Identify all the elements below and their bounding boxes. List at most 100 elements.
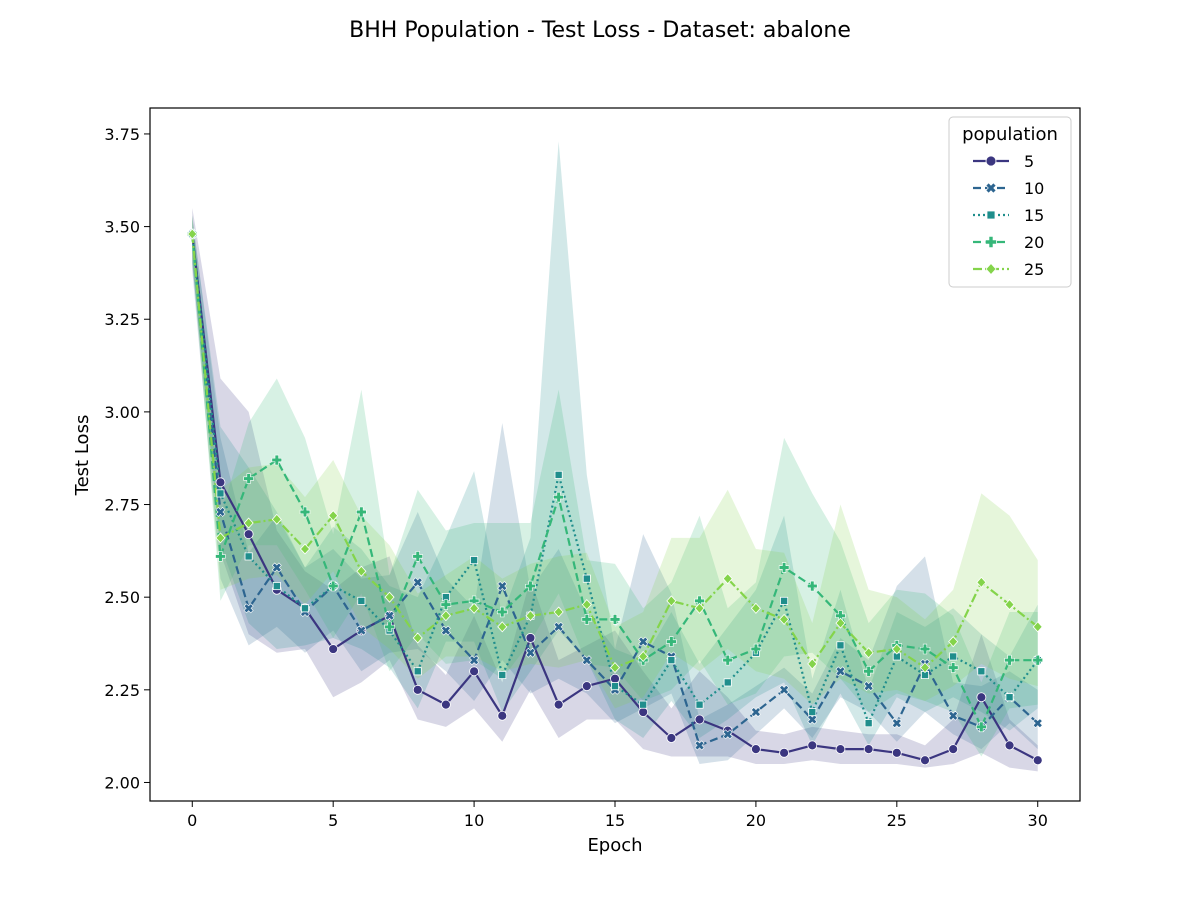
data-point-series-20-epoch-6 bbox=[356, 506, 367, 518]
data-point-series-20-epoch-14 bbox=[581, 614, 593, 625]
data-point-series-20-epoch-17 bbox=[666, 636, 677, 647]
data-point-series-15-epoch-23 bbox=[836, 641, 845, 650]
legend-label: 20 bbox=[1024, 233, 1044, 252]
data-point-series-20-epoch-3 bbox=[271, 454, 283, 466]
data-point-series-25-epoch-10 bbox=[469, 602, 480, 614]
x-tick-label: 25 bbox=[887, 811, 907, 830]
data-point-series-25-epoch-12 bbox=[525, 610, 536, 622]
data-point-series-15-epoch-21 bbox=[780, 596, 789, 605]
data-point-series-5-epoch-5 bbox=[328, 644, 339, 654]
data-point-series-10-epoch-18 bbox=[694, 740, 705, 751]
data-point-series-10-epoch-16 bbox=[638, 636, 649, 647]
legend-item-10: 10 bbox=[973, 179, 1044, 198]
y-tick-label: 2.75 bbox=[104, 496, 140, 515]
data-point-series-20-epoch-13 bbox=[553, 491, 564, 503]
legend-title: population bbox=[962, 124, 1058, 145]
data-point-series-10-epoch-19 bbox=[722, 729, 733, 740]
x-axis-label: Epoch bbox=[587, 835, 642, 856]
x-tick-label: 10 bbox=[464, 811, 484, 830]
data-point-series-5-epoch-20 bbox=[751, 744, 761, 755]
data-point-series-15-epoch-24 bbox=[864, 719, 873, 728]
data-point-series-5-epoch-23 bbox=[835, 744, 846, 755]
data-point-series-25-epoch-29 bbox=[1004, 599, 1015, 611]
data-point-series-20-epoch-21 bbox=[778, 562, 790, 573]
data-point-series-15-epoch-6 bbox=[357, 596, 366, 605]
confidence-band-series-20 bbox=[192, 215, 1038, 757]
data-point-series-15-epoch-1 bbox=[216, 489, 225, 498]
data-point-series-20-epoch-15 bbox=[609, 614, 621, 625]
data-point-series-5-epoch-28 bbox=[976, 692, 987, 703]
data-point-series-20-epoch-27 bbox=[947, 662, 959, 673]
data-point-series-5-epoch-8 bbox=[412, 684, 423, 695]
data-point-series-25-epoch-14 bbox=[581, 599, 592, 611]
data-point-series-5-epoch-10 bbox=[469, 666, 479, 677]
data-point-series-5-epoch-30 bbox=[1032, 755, 1043, 766]
data-point-series-25-epoch-11 bbox=[497, 621, 508, 633]
data-point-series-25-epoch-30 bbox=[1032, 621, 1043, 633]
data-point-series-25-epoch-17 bbox=[666, 595, 677, 607]
y-tick-label: 3.00 bbox=[104, 403, 140, 422]
chart-title: BHH Population - Test Loss - Dataset: ab… bbox=[349, 18, 851, 43]
data-point-series-5-epoch-16 bbox=[638, 707, 649, 717]
data-point-series-5-epoch-21 bbox=[779, 747, 789, 758]
data-point-series-10-epoch-13 bbox=[553, 621, 564, 632]
y-axis-ticks: 2.00 2.25 2.50 2.75 3.00 3.25 3.50 3.75 bbox=[104, 125, 150, 792]
data-point-series-10-epoch-2 bbox=[243, 603, 254, 614]
legend: population 5 10 15 20 25 bbox=[948, 116, 1072, 288]
data-point-series-15-epoch-2 bbox=[244, 552, 253, 561]
data-point-series-25-epoch-19 bbox=[722, 573, 733, 585]
data-point-series-10-epoch-14 bbox=[581, 655, 592, 666]
data-point-series-5-epoch-24 bbox=[863, 744, 874, 755]
data-point-series-5-epoch-25 bbox=[891, 747, 902, 758]
data-point-series-25-epoch-8 bbox=[412, 632, 423, 644]
data-point-series-25-epoch-3 bbox=[271, 513, 282, 525]
legend-marker-swatch bbox=[985, 182, 997, 194]
data-point-series-10-epoch-21 bbox=[779, 684, 790, 695]
x-tick-label: 30 bbox=[1028, 811, 1048, 830]
data-point-series-15-epoch-22 bbox=[808, 708, 817, 717]
data-point-series-5-epoch-9 bbox=[441, 699, 451, 710]
data-point-series-20-epoch-30 bbox=[1032, 654, 1043, 666]
data-point-series-10-epoch-6 bbox=[356, 625, 367, 636]
data-point-series-20-epoch-26 bbox=[919, 643, 931, 655]
data-point-series-15-epoch-10 bbox=[470, 556, 479, 565]
data-point-series-15-epoch-4 bbox=[300, 604, 309, 613]
data-point-series-25-epoch-24 bbox=[863, 647, 874, 659]
data-point-series-25-epoch-6 bbox=[356, 565, 367, 577]
legend-item-15: 15 bbox=[973, 206, 1044, 225]
data-point-series-5-epoch-11 bbox=[497, 710, 508, 721]
legend-label: 25 bbox=[1024, 260, 1044, 279]
data-point-series-20-epoch-9 bbox=[440, 599, 452, 610]
data-point-series-20-epoch-4 bbox=[299, 506, 311, 518]
data-point-series-10-epoch-9 bbox=[440, 625, 451, 636]
y-axis-label: Test Loss bbox=[72, 415, 93, 497]
series-markers bbox=[187, 228, 1043, 766]
data-point-series-25-epoch-0 bbox=[187, 228, 198, 240]
data-point-series-10-epoch-7 bbox=[384, 610, 395, 621]
data-point-series-10-epoch-20 bbox=[750, 707, 761, 718]
data-point-series-25-epoch-26 bbox=[919, 662, 931, 674]
data-point-series-25-epoch-4 bbox=[299, 543, 311, 555]
data-point-series-20-epoch-28 bbox=[976, 721, 987, 733]
data-point-series-5-epoch-13 bbox=[553, 699, 564, 710]
data-point-series-5-epoch-22 bbox=[807, 740, 818, 751]
data-point-series-15-epoch-19 bbox=[723, 678, 732, 687]
data-point-series-20-epoch-29 bbox=[1004, 654, 1015, 666]
data-point-series-15-epoch-3 bbox=[272, 582, 281, 591]
legend-label: 5 bbox=[1024, 152, 1034, 171]
data-point-series-20-epoch-1 bbox=[215, 551, 226, 562]
data-point-series-25-epoch-2 bbox=[243, 517, 254, 529]
data-point-series-20-epoch-24 bbox=[863, 666, 874, 677]
data-point-series-25-epoch-15 bbox=[609, 662, 621, 674]
data-point-series-10-epoch-3 bbox=[271, 562, 282, 573]
data-point-series-5-epoch-29 bbox=[1004, 740, 1015, 751]
data-point-series-10-epoch-11 bbox=[497, 581, 508, 592]
data-point-series-10-epoch-1 bbox=[215, 506, 226, 517]
data-point-series-25-epoch-16 bbox=[638, 650, 649, 663]
data-point-series-20-epoch-12 bbox=[525, 580, 536, 592]
data-point-series-25-epoch-21 bbox=[779, 613, 790, 625]
x-tick-label: 0 bbox=[187, 811, 197, 830]
x-tick-label: 20 bbox=[746, 811, 766, 830]
data-point-series-5-epoch-14 bbox=[581, 681, 592, 692]
legend-marker-swatch bbox=[985, 155, 997, 167]
